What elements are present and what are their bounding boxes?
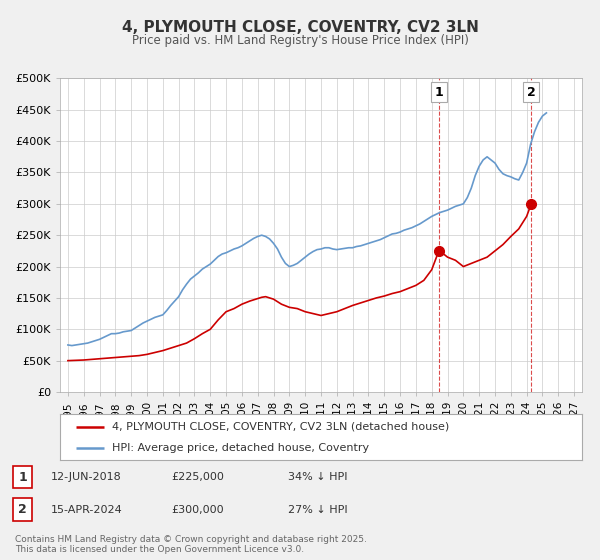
Text: £300,000: £300,000	[171, 505, 224, 515]
Text: 27% ↓ HPI: 27% ↓ HPI	[288, 505, 347, 515]
Text: 12-JUN-2018: 12-JUN-2018	[51, 472, 122, 482]
Text: 2: 2	[527, 86, 536, 99]
Text: 4, PLYMOUTH CLOSE, COVENTRY, CV2 3LN (detached house): 4, PLYMOUTH CLOSE, COVENTRY, CV2 3LN (de…	[112, 422, 449, 432]
Text: 1: 1	[434, 86, 443, 99]
Text: 4, PLYMOUTH CLOSE, COVENTRY, CV2 3LN: 4, PLYMOUTH CLOSE, COVENTRY, CV2 3LN	[122, 20, 478, 35]
Text: 1: 1	[19, 470, 27, 484]
Text: 2: 2	[19, 503, 27, 516]
Text: 34% ↓ HPI: 34% ↓ HPI	[288, 472, 347, 482]
Text: 15-APR-2024: 15-APR-2024	[51, 505, 123, 515]
Text: Contains HM Land Registry data © Crown copyright and database right 2025.
This d: Contains HM Land Registry data © Crown c…	[15, 535, 367, 554]
Text: HPI: Average price, detached house, Coventry: HPI: Average price, detached house, Cove…	[112, 443, 370, 453]
Text: Price paid vs. HM Land Registry's House Price Index (HPI): Price paid vs. HM Land Registry's House …	[131, 34, 469, 46]
Text: £225,000: £225,000	[171, 472, 224, 482]
